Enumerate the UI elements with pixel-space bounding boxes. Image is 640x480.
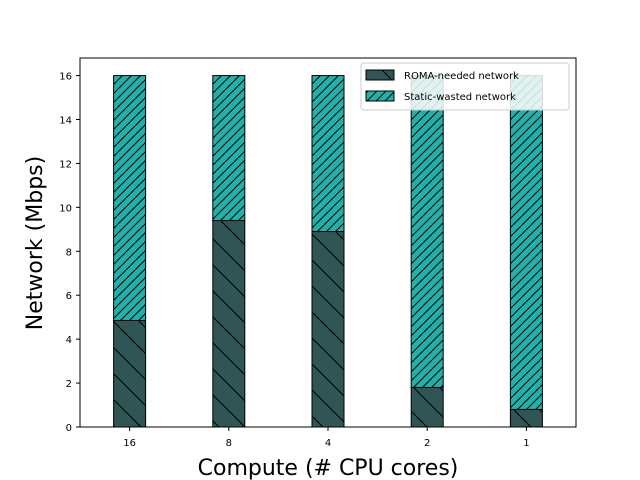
- legend-item-roma-needed: ROMA-needed network: [365, 69, 519, 82]
- bar-hatch: [113, 75, 147, 321]
- x-tick-label: 8: [226, 438, 232, 449]
- y-tick-label: 10: [59, 203, 72, 214]
- y-tick-label: 8: [66, 247, 72, 258]
- bar-hatch: [212, 75, 246, 222]
- bar-roma-needed-8: [212, 220, 246, 428]
- bar-static-wasted-8: [212, 75, 246, 222]
- bar-hatch: [410, 386, 444, 428]
- bar-roma-needed-16: [113, 319, 147, 428]
- x-tick-label: 2: [424, 438, 430, 449]
- bars-group: [113, 75, 543, 428]
- legend: ROMA-needed network Static-wasted network: [360, 62, 570, 111]
- legend-box: [360, 62, 570, 111]
- y-tick-label: 0: [66, 423, 72, 434]
- bar-hatch: [311, 75, 345, 233]
- bar-roma-needed-2: [410, 386, 444, 428]
- bar-static-wasted-1: [509, 75, 543, 410]
- bar-hatch: [410, 75, 444, 388]
- y-tick-label: 12: [59, 159, 72, 170]
- legend-swatch-hatch: [365, 69, 395, 81]
- bar-hatch: [212, 220, 246, 428]
- x-axis-label: Compute (# CPU cores): [198, 456, 459, 480]
- bar-roma-needed-1: [509, 408, 543, 428]
- bar-hatch: [509, 75, 543, 410]
- bar-hatch: [509, 408, 543, 428]
- y-tick-label: 16: [59, 72, 72, 83]
- bar-hatch: [311, 231, 345, 428]
- plot-frame: [79, 57, 577, 428]
- y-tick-label: 6: [66, 291, 72, 302]
- legend-label: ROMA-needed network: [404, 71, 519, 82]
- bar-roma-needed-4: [311, 231, 345, 428]
- y-axis: 0 2 4 6 8 10 12 14 16: [59, 72, 80, 434]
- y-tick-label: 4: [66, 335, 72, 346]
- legend-swatch-hatch: [365, 90, 395, 102]
- x-tick-label: 4: [325, 438, 331, 449]
- bar-static-wasted-4: [311, 75, 345, 233]
- legend-item-static-wasted: Static-wasted network: [365, 90, 516, 103]
- y-tick-label: 14: [59, 116, 72, 127]
- y-tick-label: 2: [66, 379, 72, 390]
- bar-hatch: [113, 319, 147, 428]
- bar-static-wasted-16: [113, 75, 147, 321]
- x-tick-label: 16: [123, 438, 136, 449]
- x-axis: 16 8 4 2 1: [123, 427, 530, 449]
- x-tick-label: 1: [523, 438, 529, 449]
- legend-label: Static-wasted network: [404, 92, 516, 103]
- y-axis-label: Network (Mbps): [23, 156, 48, 330]
- bar-static-wasted-2: [410, 75, 444, 388]
